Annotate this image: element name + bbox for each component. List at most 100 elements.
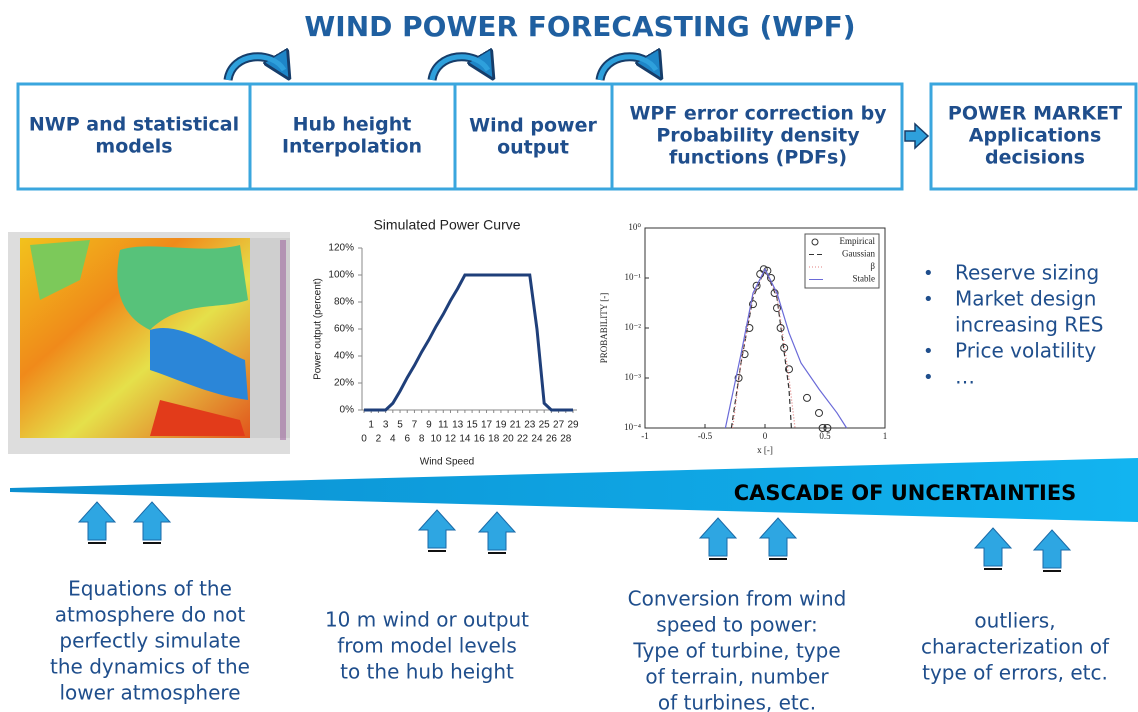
caption-line: type of errors, etc. — [922, 661, 1108, 685]
caption-line: Equations of the — [68, 577, 232, 601]
bullet-mark: • — [923, 367, 934, 388]
box-label: Hub height — [293, 114, 412, 136]
x-tick-label: 29 — [567, 420, 579, 431]
box-label: Interpolation — [282, 136, 422, 158]
x-tick-label: 4 — [390, 434, 396, 445]
x-tick-label: 0 — [361, 434, 367, 445]
y-tick-label: 40% — [334, 351, 354, 362]
x-tick-label: 12 — [445, 434, 457, 445]
process-boxes — [16, 82, 1138, 191]
weather-map — [8, 232, 290, 454]
box-label: NWP and statistical — [29, 114, 239, 136]
x-tick-label: -0.5 — [698, 431, 713, 441]
caption-line: speed to power: — [656, 613, 817, 637]
title: WIND POWER FORECASTING (WPF) — [304, 10, 855, 43]
y-tick-label: 10⁻¹ — [625, 272, 642, 282]
empirical-point — [785, 365, 793, 374]
x-tick-label: 18 — [488, 434, 500, 445]
box-label: POWER MARKET — [948, 103, 1122, 125]
y-tick-label: 60% — [334, 324, 354, 335]
power-curve — [364, 273, 573, 412]
y-tick-label: 20% — [334, 378, 354, 389]
x-tick-label: 28 — [560, 434, 572, 445]
x-tick-label: 7 — [412, 420, 418, 431]
caption-line: lower atmosphere — [59, 681, 240, 705]
caption-line: Type of turbine, type — [632, 639, 840, 663]
x-axis-title: Wind Speed — [420, 457, 474, 468]
x-tick-label: 6 — [404, 434, 410, 445]
bullet-text: increasing RES — [955, 313, 1104, 337]
box-label: models — [95, 136, 172, 158]
legend-box — [804, 233, 880, 289]
x-tick-label: 22 — [517, 434, 529, 445]
chart-title: Simulated Power Curve — [373, 217, 520, 233]
box-label: WPF error correction by — [629, 103, 887, 125]
up-arrow — [477, 511, 517, 551]
y-tick-label: 120% — [328, 243, 354, 254]
up-arrow — [973, 527, 1013, 567]
x-tick-label: 27 — [553, 420, 565, 431]
x-tick-label: 10 — [431, 434, 443, 445]
box-label: output — [497, 137, 569, 159]
legend-label: Gaussian — [842, 249, 875, 259]
y-tick-label: 10⁻³ — [625, 372, 642, 382]
empirical-point — [803, 393, 811, 402]
caption-line: Conversion from wind — [628, 587, 847, 611]
x-tick-label: 8 — [419, 434, 425, 445]
x-tick-label: 11 — [438, 420, 449, 431]
caption-line: characterization of — [921, 635, 1110, 659]
bullet-mark: • — [923, 341, 934, 362]
x-tick-label: 15 — [467, 420, 479, 431]
bullet-text: … — [955, 365, 975, 389]
up-arrow — [77, 501, 117, 541]
x-tick-label: -1 — [641, 431, 649, 441]
x-tick-label: 5 — [397, 420, 403, 431]
caption-line: to the hub height — [340, 660, 514, 684]
y-tick-label: 100% — [328, 270, 354, 281]
x-tick-label: 1 — [368, 420, 374, 431]
box-label: Applications — [969, 125, 1102, 147]
x-tick-label: 3 — [383, 420, 389, 431]
x-tick-label: 14 — [459, 434, 471, 445]
caption-line: of terrain, number — [645, 665, 829, 689]
legend-label: Empirical — [840, 236, 876, 246]
x-tick-label: 0 — [763, 431, 768, 441]
x-tick-label: 0.5 — [819, 431, 831, 441]
pdf-curve — [724, 267, 848, 429]
x-tick-label: 2 — [376, 434, 382, 445]
bullet-mark: • — [923, 263, 934, 284]
x-tick-label: 26 — [546, 434, 558, 445]
up-arrow — [417, 509, 457, 549]
legend-label: Stable — [853, 274, 876, 284]
caption-line: from model levels — [337, 634, 517, 658]
empirical-point — [752, 281, 761, 290]
x-tick-label: 9 — [426, 420, 432, 431]
caption-line: atmosphere do not — [55, 603, 246, 627]
up-arrow — [1032, 529, 1072, 569]
box-label: Probability density — [656, 125, 860, 147]
bullet-text: Price volatility — [955, 339, 1096, 363]
x-tick-label: 19 — [495, 420, 507, 431]
caption-line: outliers, — [974, 609, 1055, 633]
empirical-point — [823, 424, 832, 432]
empirical-point — [773, 304, 781, 313]
legend-swatch — [811, 238, 819, 246]
box-label: Wind power — [469, 115, 597, 137]
y-tick-label: 10⁻⁴ — [624, 422, 641, 432]
up-arrow — [758, 517, 798, 557]
flow-arrows-fill — [225, 54, 659, 81]
bullet-text: Reserve sizing — [955, 261, 1099, 285]
cascade-label: CASCADE OF UNCERTAINTIES — [734, 481, 1077, 505]
caption-line: the dynamics of the — [50, 655, 250, 679]
x-tick-label: 16 — [474, 434, 486, 445]
caption-line: perfectly simulate — [59, 629, 240, 653]
y-axis-title: Power output (percent) — [313, 278, 324, 380]
x-tick-label: 23 — [524, 420, 536, 431]
up-arrow — [132, 501, 172, 541]
bullet-mark: • — [923, 289, 934, 310]
empirical-point — [734, 374, 743, 382]
box-label: decisions — [985, 147, 1085, 169]
y-tick-label: 10⁻² — [625, 322, 642, 332]
cascade-wedge — [10, 458, 1138, 522]
